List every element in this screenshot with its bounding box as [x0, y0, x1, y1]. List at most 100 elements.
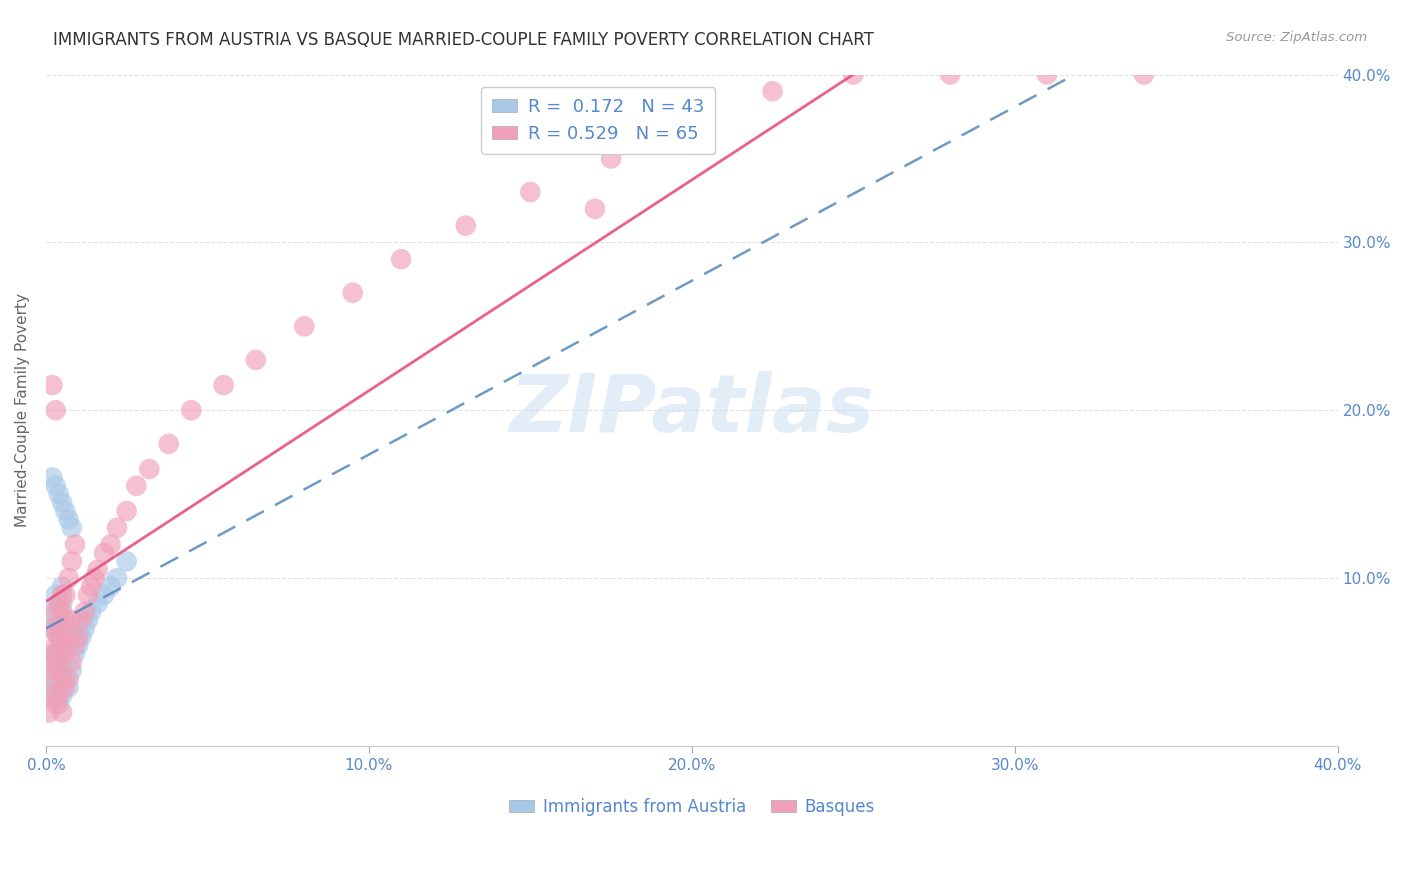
- Point: [41, 470, 63, 484]
- Point: [45, 664, 67, 678]
- Point: [519, 185, 541, 199]
- Point: [48, 655, 70, 669]
- Point: [157, 437, 180, 451]
- Point: [86, 596, 108, 610]
- Point: [48, 689, 70, 703]
- Point: [70, 630, 93, 644]
- Point: [125, 479, 148, 493]
- Point: [1036, 68, 1059, 82]
- Point: [48, 630, 70, 644]
- Point: [45, 403, 67, 417]
- Point: [681, 118, 703, 132]
- Point: [115, 504, 138, 518]
- Point: [63, 647, 86, 661]
- Point: [58, 571, 80, 585]
- Point: [58, 680, 80, 694]
- Point: [58, 672, 80, 686]
- Point: [292, 319, 315, 334]
- Point: [45, 605, 67, 619]
- Point: [51, 672, 73, 686]
- Point: [80, 605, 103, 619]
- Point: [51, 655, 73, 669]
- Point: [53, 613, 76, 627]
- Point: [138, 462, 160, 476]
- Point: [51, 622, 73, 636]
- Point: [41, 647, 63, 661]
- Point: [51, 580, 73, 594]
- Point: [245, 352, 267, 367]
- Point: [58, 638, 80, 652]
- Point: [583, 202, 606, 216]
- Point: [600, 152, 623, 166]
- Point: [86, 563, 108, 577]
- Point: [212, 378, 235, 392]
- Point: [53, 630, 76, 644]
- Text: IMMIGRANTS FROM AUSTRIA VS BASQUE MARRIED-COUPLE FAMILY POVERTY CORRELATION CHAR: IMMIGRANTS FROM AUSTRIA VS BASQUE MARRIE…: [53, 31, 875, 49]
- Point: [63, 538, 86, 552]
- Point: [77, 613, 100, 627]
- Legend: Immigrants from Austria, Basques: Immigrants from Austria, Basques: [502, 791, 882, 822]
- Point: [93, 588, 115, 602]
- Point: [100, 580, 122, 594]
- Point: [41, 605, 63, 619]
- Point: [51, 605, 73, 619]
- Point: [38, 672, 60, 686]
- Point: [60, 655, 83, 669]
- Point: [105, 521, 128, 535]
- Point: [939, 68, 962, 82]
- Y-axis label: Married-Couple Family Poverty: Married-Couple Family Poverty: [15, 293, 30, 527]
- Text: Source: ZipAtlas.com: Source: ZipAtlas.com: [1226, 31, 1367, 45]
- Point: [38, 706, 60, 720]
- Point: [48, 605, 70, 619]
- Point: [51, 495, 73, 509]
- Point: [389, 252, 412, 267]
- Point: [83, 571, 105, 585]
- Point: [51, 596, 73, 610]
- Point: [51, 638, 73, 652]
- Point: [53, 672, 76, 686]
- Text: ZIPatlas: ZIPatlas: [509, 371, 875, 450]
- Point: [80, 580, 103, 594]
- Point: [45, 588, 67, 602]
- Point: [105, 571, 128, 585]
- Point: [41, 655, 63, 669]
- Point: [53, 504, 76, 518]
- Point: [48, 697, 70, 711]
- Point: [45, 689, 67, 703]
- Point: [45, 479, 67, 493]
- Point: [53, 588, 76, 602]
- Point: [48, 596, 70, 610]
- Point: [58, 512, 80, 526]
- Point: [100, 538, 122, 552]
- Point: [342, 285, 364, 300]
- Point: [53, 647, 76, 661]
- Point: [60, 664, 83, 678]
- Point: [73, 622, 96, 636]
- Point: [83, 17, 105, 31]
- Point: [41, 378, 63, 392]
- Point: [842, 68, 865, 82]
- Point: [45, 647, 67, 661]
- Point: [761, 84, 783, 98]
- Point: [60, 521, 83, 535]
- Point: [53, 680, 76, 694]
- Point: [48, 622, 70, 636]
- Point: [48, 664, 70, 678]
- Point: [67, 638, 90, 652]
- Point: [51, 588, 73, 602]
- Point: [51, 689, 73, 703]
- Point: [60, 622, 83, 636]
- Point: [93, 546, 115, 560]
- Point: [1133, 68, 1156, 82]
- Point: [41, 689, 63, 703]
- Point: [41, 622, 63, 636]
- Point: [45, 638, 67, 652]
- Point: [60, 554, 83, 568]
- Point: [63, 638, 86, 652]
- Point: [77, 588, 100, 602]
- Point: [180, 403, 202, 417]
- Point: [45, 697, 67, 711]
- Point: [115, 554, 138, 568]
- Point: [48, 487, 70, 501]
- Point: [45, 655, 67, 669]
